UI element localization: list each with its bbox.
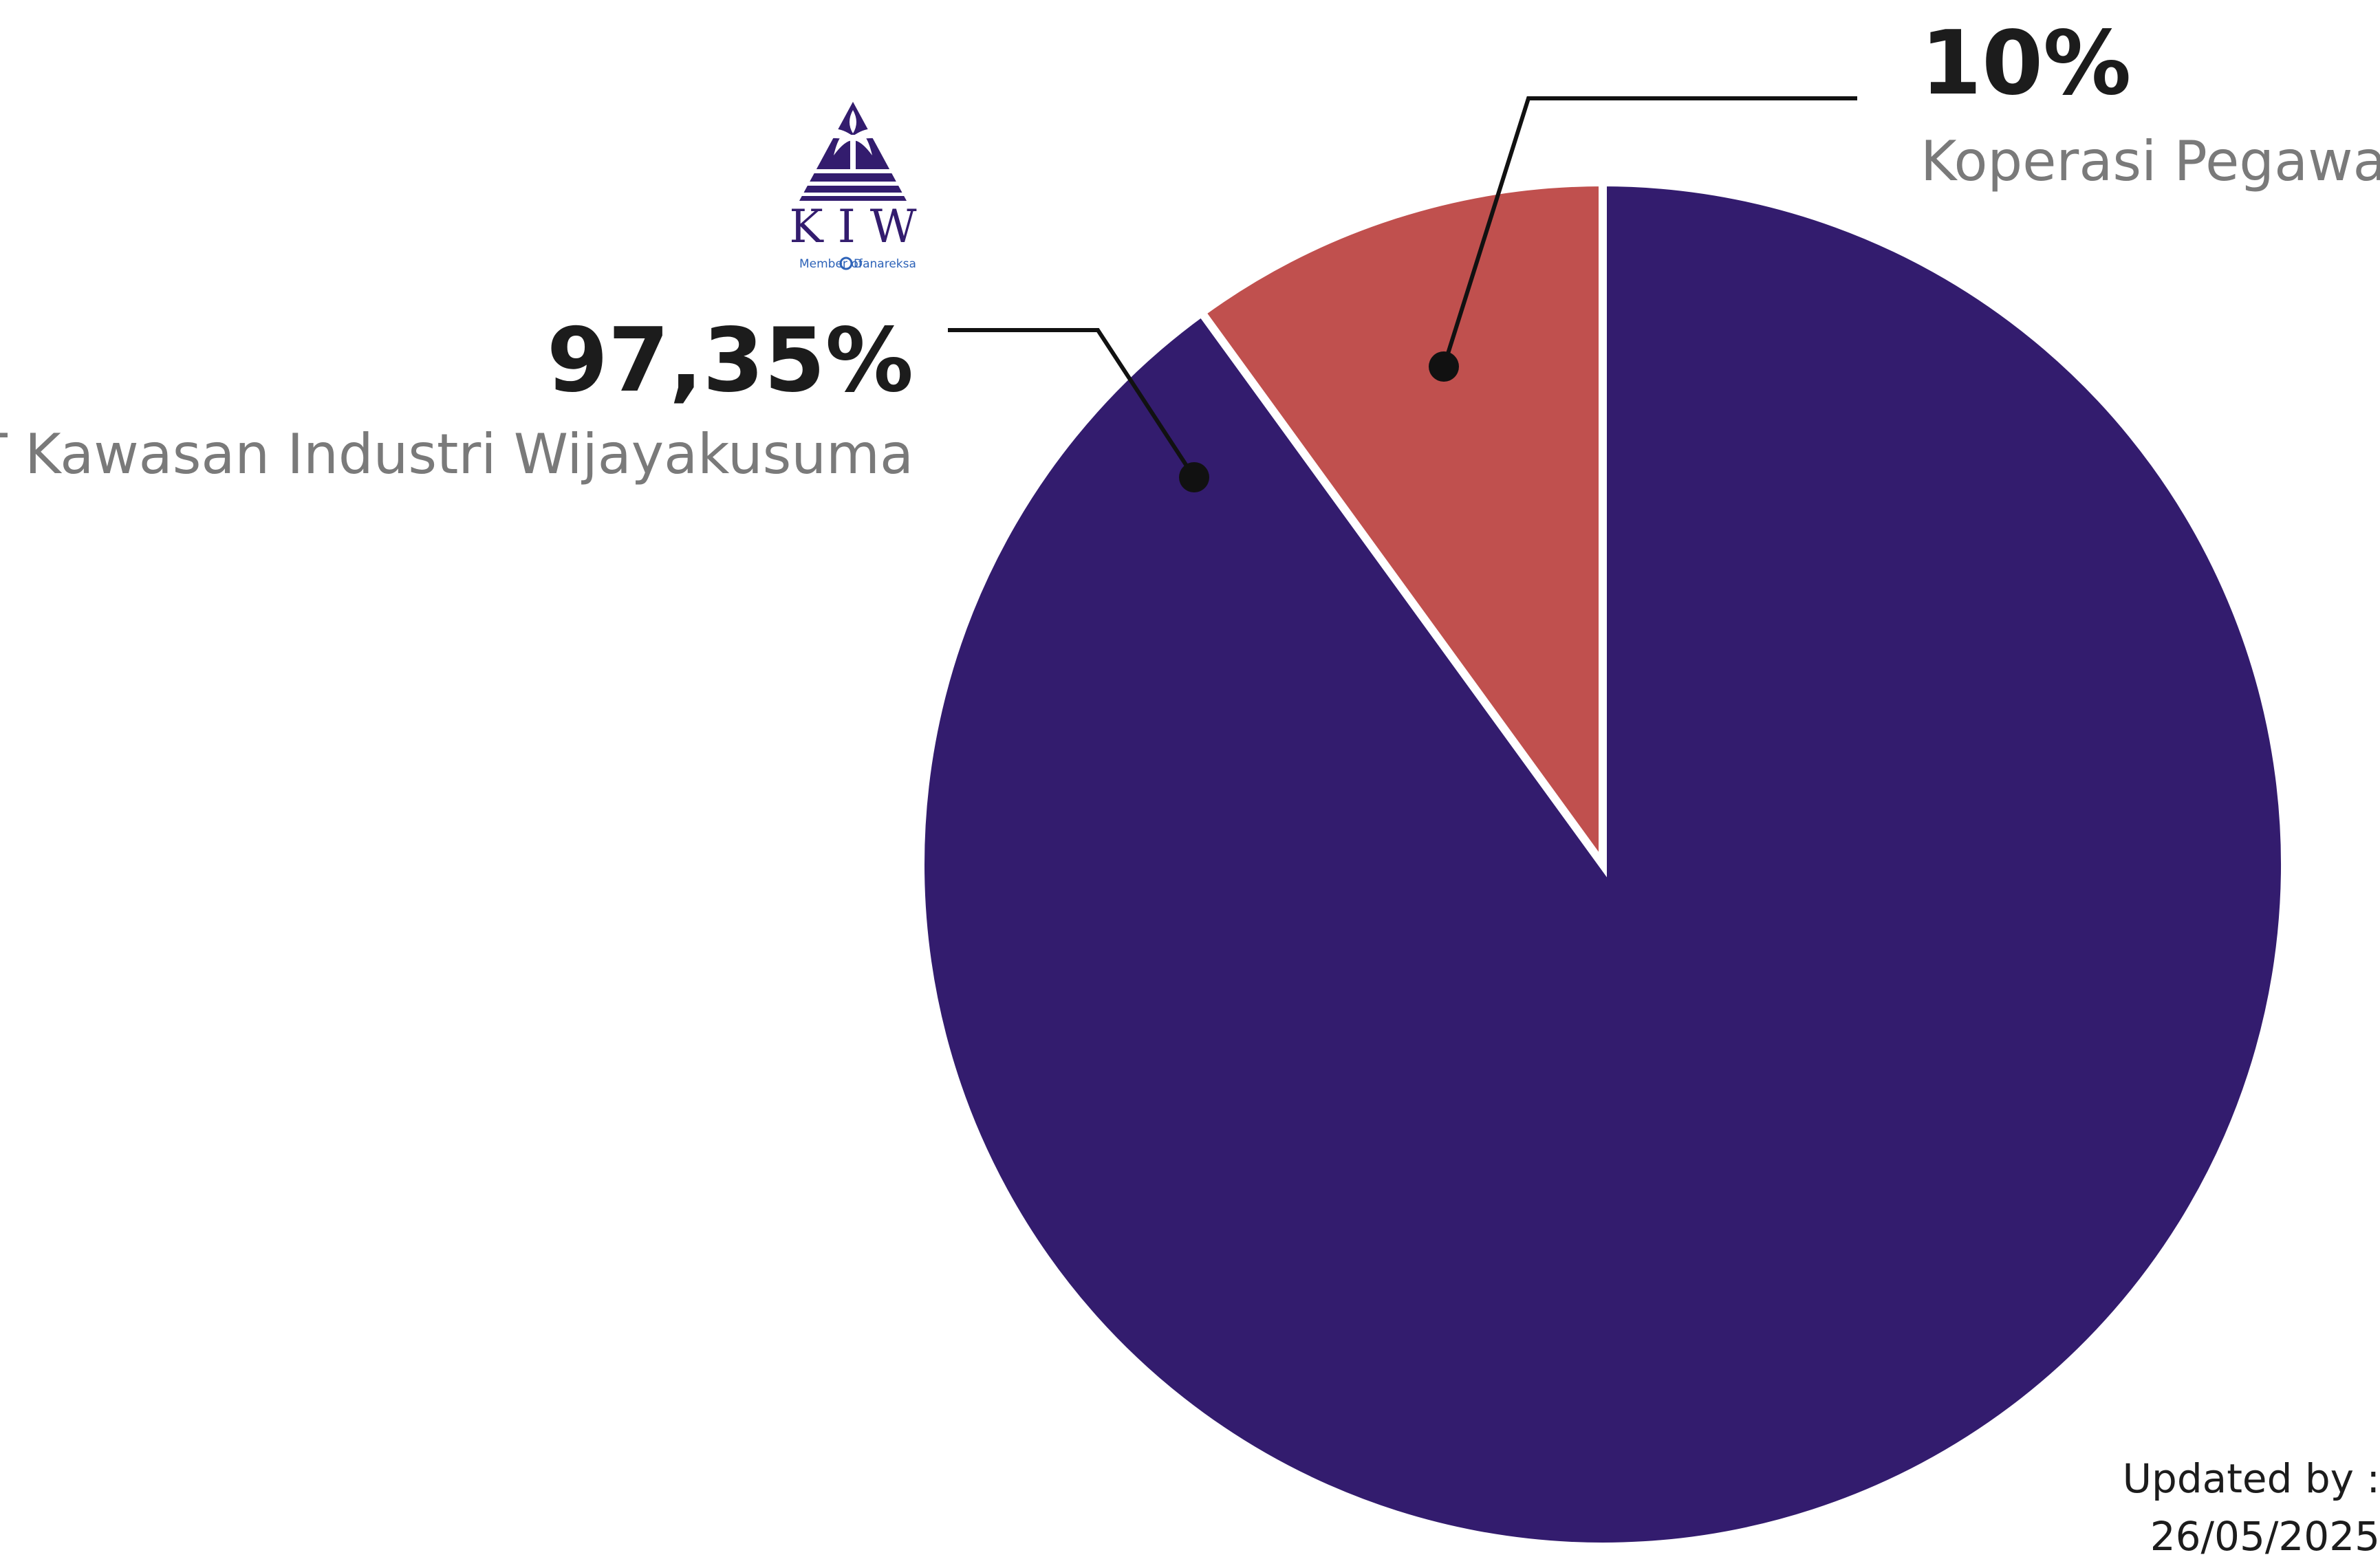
leader-line-slice-1 [1442,96,1857,367]
updated-by-label: Updated by : [2122,1455,2380,1502]
leader-dot-slice-1 [1429,351,1459,382]
danareksa-emblem-icon [839,257,853,270]
pie-slices [916,177,2289,1551]
slice-1-percent-label: 10% [1921,12,2131,115]
pie-slice-1 [1196,177,1607,878]
slice-0-name-label: PT Kawasan Industri Wijayakusuma [0,422,913,486]
callouts [948,96,1857,492]
update-note: Updated by : 26/05/2025 [2123,1450,2380,1565]
kiw-logo: K I W Member of Danareksa [789,102,917,271]
slice-0-percent-label: 97,35% [547,309,913,412]
palm-tree-emblem-icon [791,102,915,201]
leader-dot-slice-0 [1179,462,1209,492]
logo-wordmark: K I W [789,200,916,253]
leader-line-slice-0 [948,328,1196,479]
slice-1-name-label: Koperasi Pegawai [1921,129,2380,193]
updated-date: 26/05/2025 [2150,1513,2380,1560]
logo-member-name: Danareksa [854,257,916,271]
logo-member-of: Member of [799,257,863,271]
